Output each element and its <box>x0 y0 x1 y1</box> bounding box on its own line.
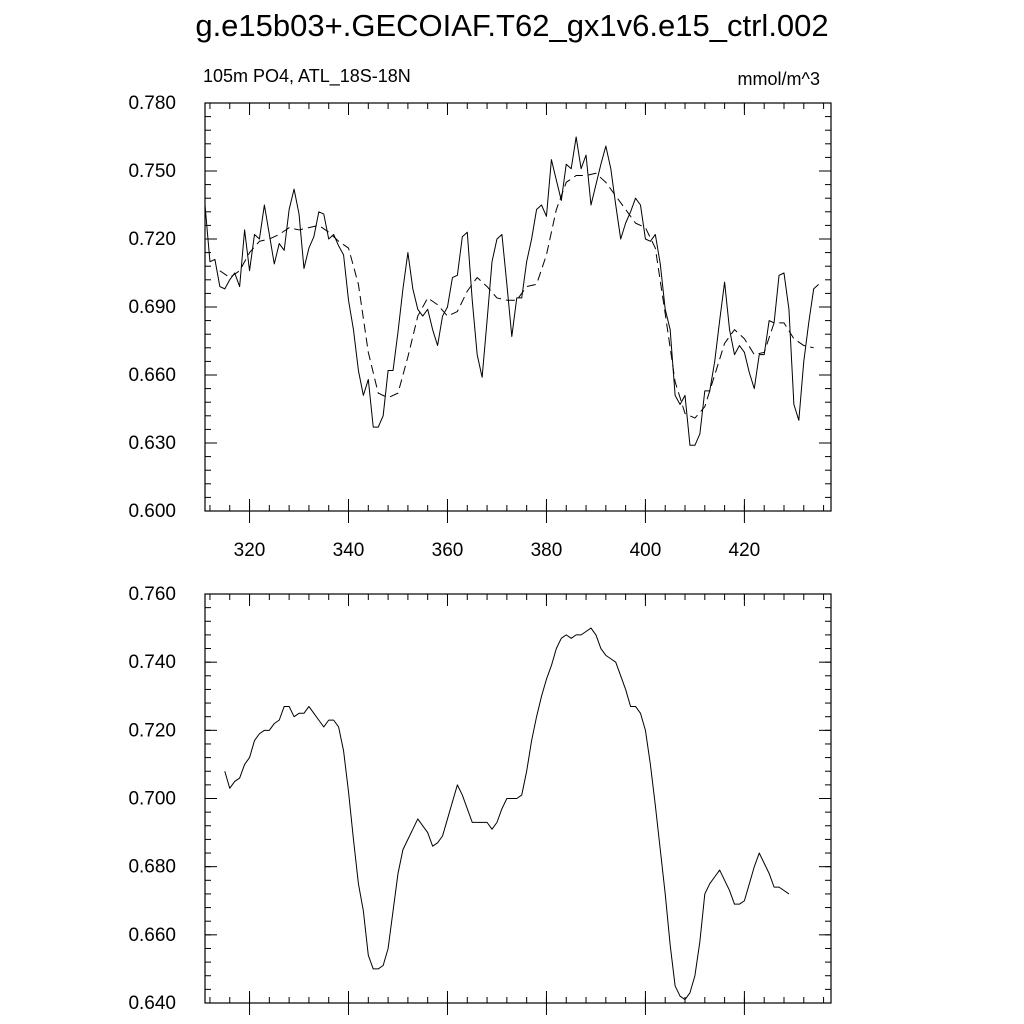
y-tick-label: 0.660 <box>128 365 176 386</box>
y-tick-label: 0.660 <box>128 925 176 946</box>
x-tick-label: 380 <box>531 540 563 561</box>
chart-title: g.e15b03+.GECOIAF.T62_gx1v6.e15_ctrl.002 <box>195 8 828 43</box>
y-tick-label: 0.640 <box>128 993 176 1014</box>
data-line <box>204 136 819 446</box>
x-tick-label: 420 <box>729 540 761 561</box>
y-tick-label: 0.780 <box>128 93 176 114</box>
x-tick-label: 320 <box>234 540 266 561</box>
x-tick-label: 340 <box>333 540 365 561</box>
data-line <box>224 627 790 1001</box>
y-tick-label: 0.760 <box>128 584 176 605</box>
y-tick-label: 0.740 <box>128 652 176 673</box>
y-tick-label: 0.720 <box>128 229 176 250</box>
y-tick-label: 0.700 <box>128 789 176 810</box>
x-tick-label: 400 <box>630 540 662 561</box>
smoothed-line <box>219 172 814 419</box>
y-tick-label: 0.630 <box>128 433 176 454</box>
y-tick-label: 0.690 <box>128 297 176 318</box>
x-tick-label: 360 <box>432 540 464 561</box>
y-tick-label: 0.680 <box>128 857 176 878</box>
plot-frame <box>204 593 832 1004</box>
units-label: mmol/m^3 <box>738 69 820 89</box>
left-label: 105m PO4, ATL_18S-18N <box>203 66 411 87</box>
y-tick-label: 0.750 <box>128 161 176 182</box>
plot-frame <box>204 102 832 512</box>
y-tick-label: 0.720 <box>128 720 176 741</box>
y-tick-label: 0.600 <box>128 501 176 522</box>
